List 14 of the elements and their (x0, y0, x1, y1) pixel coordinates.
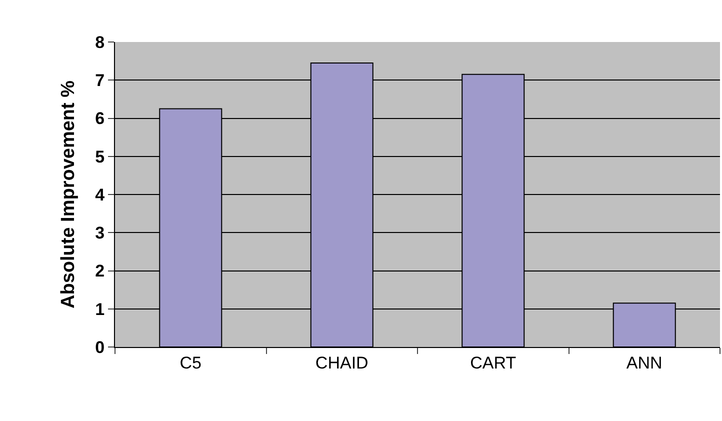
x-tick-label: CHAID (315, 353, 368, 372)
y-tick-label: 7 (95, 71, 105, 90)
y-tick-label: 0 (95, 338, 105, 357)
y-tick-label: 2 (95, 262, 105, 281)
x-tick-label: ANN (626, 353, 662, 372)
x-tick-label: CART (470, 353, 516, 372)
y-tick-label: 8 (95, 32, 105, 52)
y-tick-label: 4 (95, 185, 106, 204)
y-axis-title: Absolute Improvement % (58, 80, 79, 309)
y-tick-label: 3 (95, 224, 105, 243)
x-tick-label: C5 (180, 353, 202, 372)
y-tick-label: 5 (95, 147, 105, 166)
y-tick-label: 1 (95, 300, 105, 319)
y-tick-label: 6 (95, 109, 105, 128)
